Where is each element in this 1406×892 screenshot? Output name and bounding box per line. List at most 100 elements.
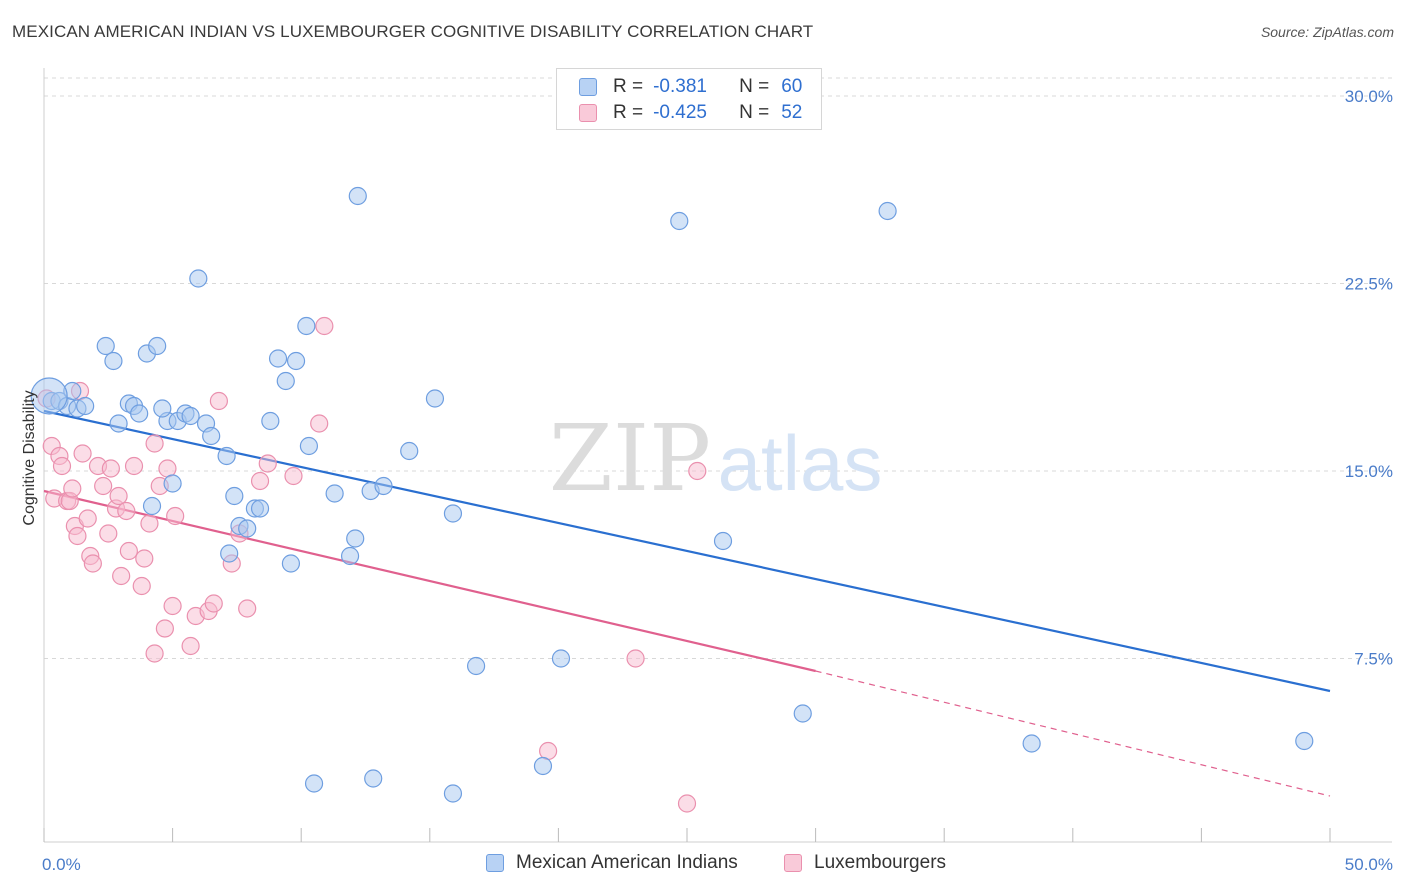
watermark-zip: ZIP: [549, 405, 711, 512]
pink-data-point: [54, 458, 71, 475]
pink-data-point: [110, 488, 127, 505]
x-tick-label-max: 50.0%: [1345, 855, 1393, 874]
pink-data-point: [316, 318, 333, 335]
pink-data-point: [100, 525, 117, 542]
blue-data-point: [306, 775, 323, 792]
blue-data-point: [794, 705, 811, 722]
pink-data-point: [252, 473, 269, 490]
blue-data-point: [552, 650, 569, 667]
y-tick-label: 15.0%: [1345, 462, 1393, 481]
blue-data-point: [1296, 733, 1313, 750]
blue-data-point: [468, 658, 485, 675]
pink-data-point: [156, 620, 173, 637]
pink-data-point: [146, 645, 163, 662]
blue-data-point: [1023, 735, 1040, 752]
blue-data-point: [349, 188, 366, 205]
bottom-legend-blue-label: Mexican American Indians: [516, 852, 738, 874]
blue-data-point: [131, 405, 148, 422]
pink-data-point: [141, 515, 158, 532]
blue-data-point: [262, 413, 279, 430]
pink-data-point: [259, 455, 276, 472]
scatter-chart: ZIP atlas 7.5% 15.0% 22.5% 30.0% 0.0% 50.0% Co…: [0, 0, 1406, 892]
pink-data-point: [64, 480, 81, 497]
blue-data-point: [277, 373, 294, 390]
pink-data-point: [69, 528, 86, 545]
blue-data-point: [252, 500, 269, 517]
blue-data-point: [375, 478, 392, 495]
blue-data-point: [190, 270, 207, 287]
blue-data-point: [300, 438, 317, 455]
pink-data-point: [118, 503, 135, 520]
pink-trend-line: [44, 491, 816, 671]
pink-data-point: [95, 478, 112, 495]
pink-data-point: [689, 463, 706, 480]
pink-data-point: [84, 555, 101, 572]
bottom-legend-pink-label: Luxembourgers: [814, 852, 946, 874]
pink-data-point: [120, 543, 137, 560]
x-tick-label-min: 0.0%: [42, 855, 81, 874]
blue-data-point: [365, 770, 382, 787]
blue-data-point: [164, 475, 181, 492]
blue-data-point: [444, 785, 461, 802]
y-tick-label: 22.5%: [1345, 275, 1393, 294]
pink-data-point: [164, 598, 181, 615]
pink-data-point: [102, 460, 119, 477]
blue-data-point: [879, 203, 896, 220]
pink-trend-extension: [816, 671, 1330, 796]
blue-data-point: [288, 353, 305, 370]
blue-data-point: [105, 353, 122, 370]
blue-data-point: [347, 530, 364, 547]
pink-data-point: [210, 393, 227, 410]
blue-data-point: [154, 400, 171, 417]
blue-data-point: [203, 428, 220, 445]
y-axis-label: Cognitive Disability: [21, 390, 38, 525]
blue-data-point: [110, 415, 127, 432]
pink-n-label: N =: [739, 102, 769, 124]
blue-data-point: [401, 443, 418, 460]
blue-n-label: N =: [739, 76, 769, 98]
blue-data-point: [671, 213, 688, 230]
pink-data-point: [182, 638, 199, 655]
pink-data-point: [74, 445, 91, 462]
blue-data-point: [218, 448, 235, 465]
bottom-legend-pink: Luxembourgers: [784, 852, 946, 874]
blue-data-point: [149, 338, 166, 355]
watermark-atlas: atlas: [718, 419, 883, 507]
pink-swatch-icon: [579, 104, 597, 122]
pink-data-point: [79, 510, 96, 527]
blue-data-point: [444, 505, 461, 522]
blue-n-value: 60: [781, 76, 802, 98]
blue-data-point: [298, 318, 315, 335]
blue-data-point: [226, 488, 243, 505]
blue-data-point: [270, 350, 287, 367]
pink-r-label: R =: [613, 102, 643, 124]
y-tick-label: 30.0%: [1345, 87, 1393, 106]
pink-data-point: [133, 578, 150, 595]
blue-legend-swatch-icon: [486, 854, 504, 872]
pink-data-point: [146, 435, 163, 452]
pink-data-point: [126, 458, 143, 475]
blue-data-point: [342, 548, 359, 565]
pink-data-point: [679, 795, 696, 812]
blue-r-label: R =: [613, 76, 643, 98]
pink-data-point: [311, 415, 328, 432]
pink-data-point: [167, 508, 184, 525]
blue-data-point: [182, 408, 199, 425]
pink-data-point: [136, 550, 153, 567]
pink-data-point: [239, 600, 256, 617]
legend-row-pink: R = -0.425 N = 52: [579, 101, 802, 125]
blue-data-point: [282, 555, 299, 572]
legend-row-blue: R = -0.381 N = 60: [579, 75, 802, 99]
bottom-legend-blue: Mexican American Indians: [486, 852, 738, 874]
pink-legend-swatch-icon: [784, 854, 802, 872]
pink-r-value: -0.425: [653, 102, 727, 124]
pink-data-point: [627, 650, 644, 667]
blue-data-point: [426, 390, 443, 407]
blue-data-point: [239, 520, 256, 537]
pink-data-point: [113, 568, 130, 585]
pink-n-value: 52: [781, 102, 802, 124]
pink-data-point: [205, 595, 222, 612]
y-tick-label: 7.5%: [1354, 650, 1393, 669]
blue-data-point: [77, 398, 94, 415]
blue-data-point: [97, 338, 114, 355]
